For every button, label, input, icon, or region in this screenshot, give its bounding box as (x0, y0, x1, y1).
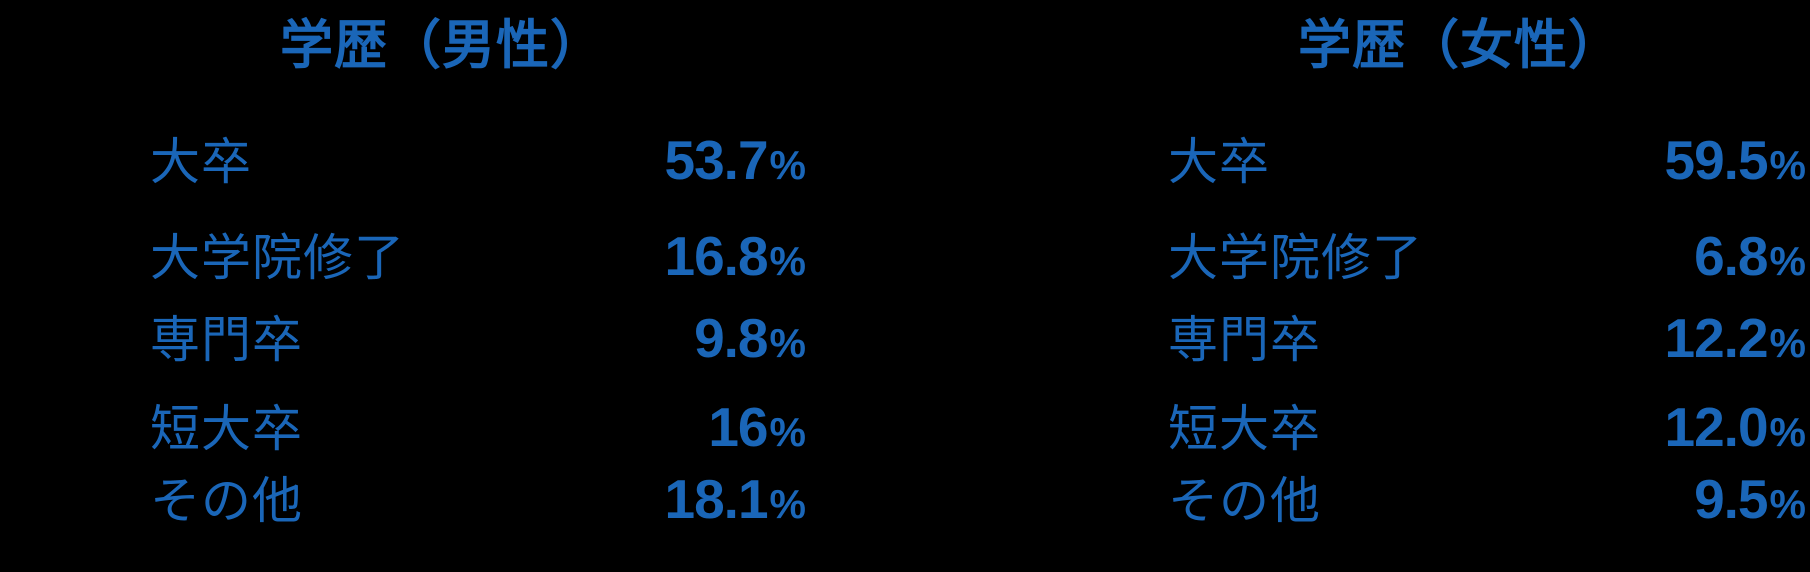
value-number: 18.1 (664, 468, 768, 530)
category-label: 短大卒 (1168, 401, 1321, 457)
percent-sign: % (1769, 142, 1806, 188)
percent-sign: % (769, 409, 806, 455)
value-number: 6.8 (1694, 225, 1768, 287)
category-label: その他 (150, 473, 303, 529)
percent-sign: % (769, 320, 806, 366)
stat-row: 短大卒 16% (150, 400, 806, 455)
stat-row: その他 18.1% (150, 472, 806, 527)
stat-value: 59.5% (1664, 133, 1806, 188)
stat-value: 16.8% (664, 229, 806, 284)
percent-sign: % (769, 238, 806, 284)
female-panel-title: 学歴（女性） (1298, 16, 1622, 75)
stat-value: 9.5% (1694, 472, 1806, 527)
percent-sign: % (1769, 238, 1806, 284)
value-number: 59.5 (1664, 129, 1768, 191)
stat-value: 9.8% (694, 311, 806, 366)
percent-sign: % (1769, 409, 1806, 455)
value-number: 16 (708, 396, 768, 458)
category-label: 大卒 (150, 134, 252, 190)
value-number: 12.0 (1664, 396, 1768, 458)
stat-value: 16% (708, 400, 806, 455)
stat-row: その他 9.5% (1168, 472, 1806, 527)
stat-row: 専門卒 12.2% (1168, 311, 1806, 366)
stat-row: 大卒 59.5% (1168, 133, 1806, 188)
value-number: 9.8 (694, 307, 768, 369)
stat-row: 大卒 53.7% (150, 133, 806, 188)
percent-sign: % (769, 481, 806, 527)
stat-value: 12.0% (1664, 400, 1806, 455)
stat-value: 18.1% (664, 472, 806, 527)
category-label: 大卒 (1168, 134, 1270, 190)
stat-row: 大学院修了 6.8% (1168, 229, 1806, 284)
category-label: 専門卒 (150, 312, 303, 368)
category-label: 大学院修了 (1168, 230, 1423, 286)
stat-value: 12.2% (1664, 311, 1806, 366)
value-number: 12.2 (1664, 307, 1768, 369)
stat-value: 53.7% (664, 133, 806, 188)
category-label: 専門卒 (1168, 312, 1321, 368)
percent-sign: % (1769, 481, 1806, 527)
stat-row: 短大卒 12.0% (1168, 400, 1806, 455)
stat-row: 専門卒 9.8% (150, 311, 806, 366)
category-label: その他 (1168, 473, 1321, 529)
value-number: 9.5 (1694, 468, 1768, 530)
stat-row: 大学院修了 16.8% (150, 229, 806, 284)
value-number: 53.7 (664, 129, 768, 191)
category-label: 短大卒 (150, 401, 303, 457)
stat-value: 6.8% (1694, 229, 1806, 284)
male-panel-title: 学歴（男性） (280, 16, 604, 75)
percent-sign: % (1769, 320, 1806, 366)
value-number: 16.8 (664, 225, 768, 287)
percent-sign: % (769, 142, 806, 188)
category-label: 大学院修了 (150, 230, 405, 286)
